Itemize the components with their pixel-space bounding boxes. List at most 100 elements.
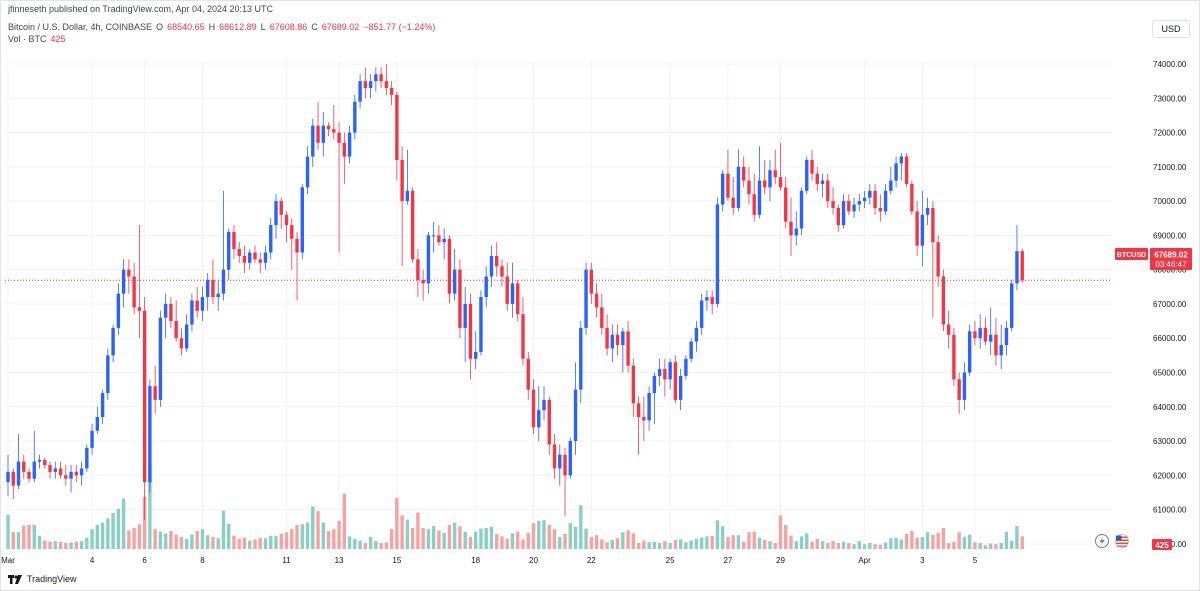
candle-body [531, 389, 536, 428]
candle-body [831, 201, 835, 208]
candle-down [416, 249, 420, 298]
price-tag-symbol: BTCUSD [1117, 252, 1146, 259]
candle-down [127, 259, 131, 294]
candle-down [400, 146, 404, 267]
price-tick-label: 69000.00 [1153, 231, 1187, 240]
volume-bar [742, 541, 746, 549]
price-tick-label: 65000.00 [1153, 368, 1187, 377]
candle-up [925, 197, 930, 226]
candle-body [826, 180, 830, 202]
volume-bar [815, 538, 819, 549]
candle-body [279, 201, 283, 215]
candle-up [720, 170, 725, 212]
candle-body [742, 166, 746, 181]
candle-up [894, 156, 898, 188]
volume-title[interactable]: Vol · BTC [8, 34, 47, 44]
tradingview-footer[interactable]: TradingView [8, 574, 77, 584]
volume-bar [263, 538, 268, 549]
candle-body [242, 255, 247, 263]
volume-bar [353, 538, 357, 549]
candle-up [479, 290, 483, 356]
candle-down [810, 149, 814, 181]
candle-body [589, 269, 594, 294]
candle-body [142, 310, 147, 483]
candle-down [636, 396, 641, 455]
candle-body [904, 156, 909, 184]
volume-bar [647, 542, 651, 549]
candle-down [673, 355, 678, 404]
volume-bar [169, 531, 173, 549]
candle-down [137, 225, 142, 339]
price-tag[interactable]: BTCUSD 67689.02 03:46:47 [1115, 248, 1192, 270]
volume-bar [16, 532, 21, 549]
candle-body [1015, 251, 1019, 284]
volume-bar [53, 541, 57, 549]
time-tick-label: 11 [282, 556, 291, 565]
candle-body [805, 159, 809, 191]
candle-down [594, 283, 599, 318]
volume-bar [784, 525, 788, 549]
candle-down [589, 262, 594, 304]
candle-body [269, 225, 273, 253]
candle-body [200, 297, 205, 311]
candle-body [384, 81, 389, 88]
volume-bar [663, 541, 667, 549]
candle-up [757, 146, 762, 219]
candle-body [27, 471, 31, 479]
candle-up [248, 249, 252, 270]
candle-body [1004, 327, 1009, 346]
candle-body [163, 303, 168, 318]
volume-bar [642, 540, 646, 549]
volume-bar [163, 533, 168, 549]
volume-bar [237, 538, 241, 549]
candle-body [6, 471, 10, 483]
volume-bars [6, 465, 1024, 549]
volume-bar [694, 538, 699, 549]
volume-bar [395, 498, 399, 549]
volume-bar [505, 538, 509, 549]
volume-bar [190, 534, 194, 549]
currency-selector[interactable]: USD [1152, 20, 1190, 38]
volume-bar [615, 538, 620, 549]
candle-body [663, 369, 667, 380]
volume-value: 425 [50, 34, 66, 44]
volume-bar [973, 542, 977, 549]
volume-bar [211, 537, 215, 549]
candle-body [999, 345, 1003, 356]
candle-body [1010, 283, 1014, 328]
volume-bar [957, 532, 961, 549]
candle-body [468, 303, 473, 359]
flash-icon[interactable] [1095, 534, 1109, 548]
volume-bar [179, 537, 184, 549]
candle-body [205, 279, 210, 298]
candle-up [69, 465, 73, 493]
candle-up [1015, 225, 1019, 291]
candle-body [789, 221, 793, 236]
candle-body [332, 129, 336, 133]
volume-bar [153, 529, 157, 549]
us-flag-icon[interactable] [1115, 534, 1129, 548]
volume-bar [600, 539, 604, 549]
candle-body [463, 303, 467, 328]
candle-body [300, 187, 304, 253]
candle-body [736, 166, 741, 208]
candle-up [347, 125, 352, 164]
candle-up [269, 218, 273, 260]
volume-bar [363, 543, 368, 549]
price-tick-label: 74000.00 [1153, 60, 1187, 69]
volume-legend[interactable]: Vol · BTC 425 [8, 34, 66, 44]
candle-body [952, 334, 956, 380]
volume-bar [715, 520, 720, 549]
candle-body [258, 259, 262, 263]
candle-body [295, 238, 299, 253]
candle-down [946, 310, 951, 349]
candle-body [216, 293, 220, 298]
candle-body [479, 297, 483, 352]
volume-tag: 425 [1152, 539, 1172, 550]
ohlc-legend[interactable]: Bitcoin / U.S. Dollar, 4h, COINBASE O 685… [8, 22, 435, 32]
candle-body [699, 300, 704, 328]
candle-down [910, 180, 914, 215]
symbol-title[interactable]: Bitcoin / U.S. Dollar, 4h, COINBASE [8, 22, 153, 32]
candle-up [862, 190, 867, 208]
